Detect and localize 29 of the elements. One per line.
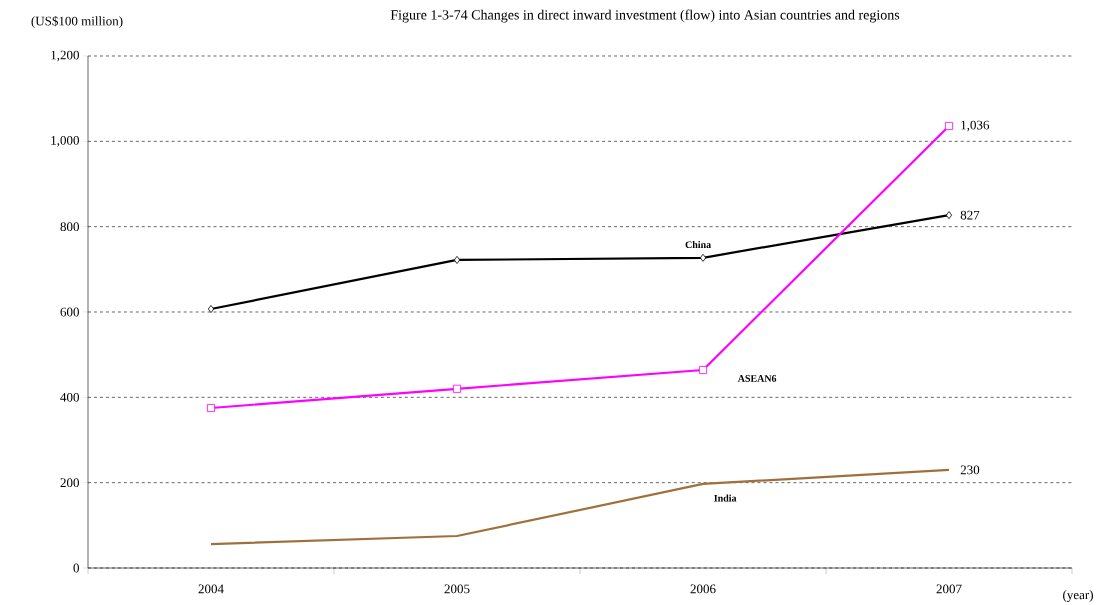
line-series <box>209 468 951 546</box>
y-axis-title: (US$100 million) <box>31 15 123 29</box>
point <box>207 305 215 313</box>
point <box>945 121 953 130</box>
point <box>945 211 953 220</box>
y-tick-label: 400 <box>60 392 79 402</box>
data-label: 827 <box>960 210 980 220</box>
point <box>699 366 707 375</box>
text: ASEAN6 <box>737 375 777 382</box>
y-tick-label: 0 <box>73 563 79 573</box>
y-tick-label: 800 <box>60 222 79 232</box>
x-tick-label: 2007 <box>936 584 962 594</box>
series-label: India <box>714 494 737 502</box>
point <box>453 384 461 393</box>
y-tick-label: 1,200 <box>51 50 79 62</box>
y-tick-label: 200 <box>60 478 79 488</box>
x-tick-label: 2006 <box>690 584 716 594</box>
point <box>453 255 461 264</box>
series-label: China <box>685 241 711 249</box>
y-tick-label: 600 <box>60 307 79 317</box>
y-tick-label: 1,000 <box>51 136 79 147</box>
data-label: 230 <box>960 465 980 475</box>
x-tick-label: 2005 <box>444 584 470 594</box>
x-tick-label: 2004 <box>198 584 224 594</box>
point <box>207 404 215 412</box>
chart-title: Figure 1-3-74 Changes in direct inward investment (flow) into Asian countries and regions <box>390 9 900 23</box>
point <box>699 253 707 262</box>
data-label: 1,036 <box>961 120 990 132</box>
x-axis-title: (year) <box>1063 590 1093 602</box>
